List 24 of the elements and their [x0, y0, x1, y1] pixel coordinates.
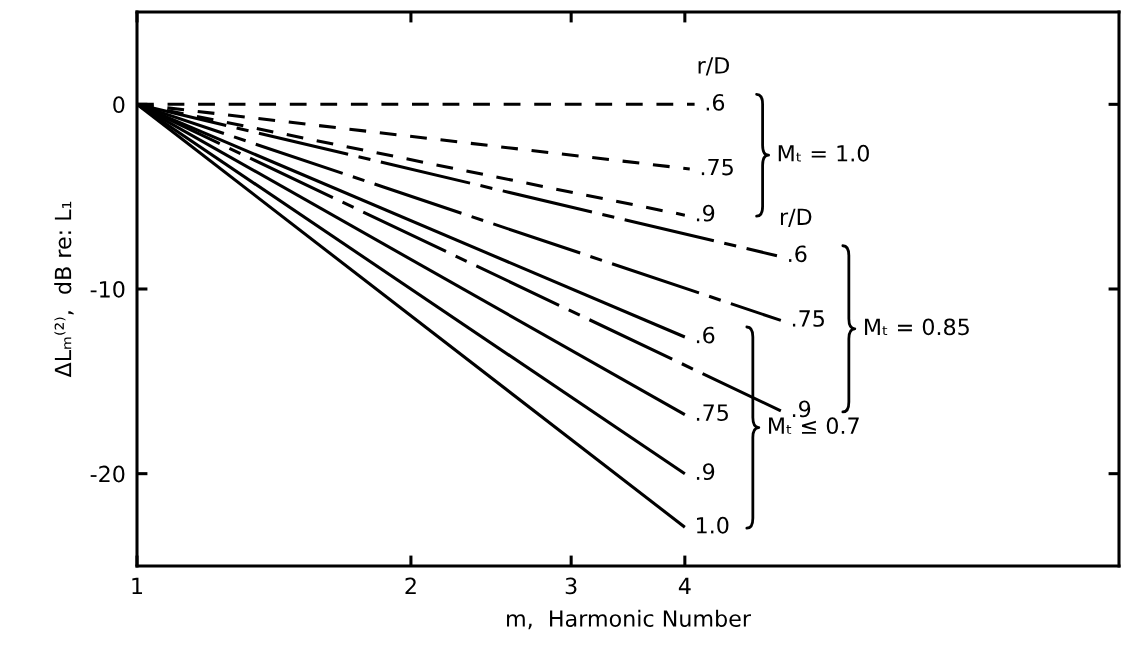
annotation: Mₜ = 1.0: [778, 144, 869, 162]
series-label: 1.0: [697, 516, 729, 534]
series-label: .6: [696, 326, 715, 344]
x-tick-label: 3: [565, 577, 577, 595]
y-axis-title: ΔLₘ⁽²⁾, dB re: L₁: [54, 201, 74, 378]
series-label: .6: [706, 93, 725, 111]
series-label: .9: [792, 400, 811, 418]
x-tick-label: 2: [405, 577, 416, 594]
annotation: Mₜ = 0.85: [865, 318, 969, 336]
series-label: .9: [696, 204, 715, 222]
y-tick-label: 0: [113, 96, 125, 114]
x-axis-title: m, Harmonic Number: [507, 609, 751, 630]
series-label: .9: [696, 463, 715, 481]
series-label: .75: [696, 404, 728, 422]
y-tick-label: -20: [90, 465, 125, 483]
annotation: r/D: [780, 208, 812, 227]
annotation: r/D: [698, 57, 730, 76]
x-tick-label: 4: [678, 577, 691, 594]
x-tick-label: 1: [132, 577, 143, 594]
annotation: Mₜ ≤ 0.7: [769, 417, 859, 435]
series-label: .6: [789, 245, 807, 263]
series-label: .75: [792, 310, 824, 327]
series-label: .75: [701, 158, 733, 176]
y-tick-label: -10: [90, 280, 125, 298]
